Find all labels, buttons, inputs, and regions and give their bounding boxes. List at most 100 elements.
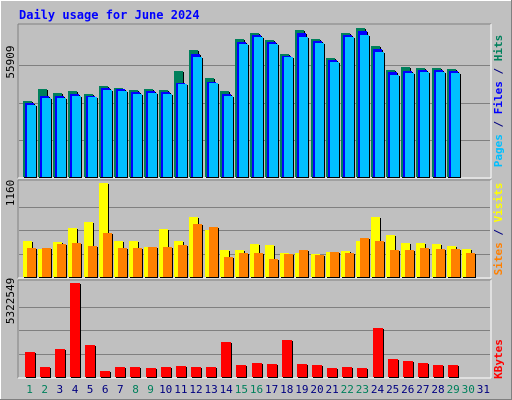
bar-sites-day-15 [239,253,249,278]
bar-kbytes-day-9 [146,368,157,378]
bar-sites-day-26 [405,250,415,278]
legend-kbytes: KBytes [492,339,505,379]
bar-sites-day-23 [360,238,370,278]
bar-pages-day-17 [269,44,279,178]
day-label-16: 16 [250,383,263,396]
bar-sites-day-19 [299,250,309,278]
bar-kbytes-day-11 [176,366,187,378]
bar-kbytes-day-12 [191,367,202,378]
bar-pages-day-22 [345,37,355,178]
day-label-7: 7 [117,383,124,396]
bar-kbytes-day-14 [221,342,232,378]
bar-sites-day-1 [27,248,37,278]
bar-sites-day-25 [390,250,400,278]
bar-kbytes-day-15 [236,365,247,378]
day-label-4: 4 [72,383,79,396]
bar-kbytes-day-13 [206,367,217,378]
bar-sites-day-22 [345,253,355,278]
day-label-25: 25 [386,383,399,396]
legend-part-top-1: / [492,114,505,134]
day-label-29: 29 [447,383,460,396]
bar-sites-day-12 [193,224,203,278]
bar-kbytes-day-26 [403,361,414,378]
bar-sites-day-16 [254,253,264,278]
bar-pages-day-20 [315,43,325,178]
day-label-10: 10 [159,383,172,396]
bar-kbytes-day-20 [312,365,323,378]
day-label-15: 15 [235,383,248,396]
bar-kbytes-day-23 [357,368,368,378]
bar-pages-day-2 [42,98,52,178]
bar-sites-day-10 [163,247,173,278]
bar-sites-day-14 [224,257,234,278]
bar-kbytes-day-28 [433,365,444,378]
bar-sites-day-30 [466,253,476,278]
day-label-20: 20 [310,383,323,396]
bar-pages-day-29 [451,73,461,178]
bar-kbytes-day-19 [297,364,308,378]
bar-pages-day-8 [133,94,143,178]
day-label-17: 17 [265,383,278,396]
bar-kbytes-day-5 [85,345,96,378]
bar-kbytes-day-21 [327,368,338,378]
bar-pages-day-14 [224,96,234,178]
bar-pages-day-10 [163,94,173,178]
day-label-19: 19 [295,383,308,396]
bar-sites-day-29 [451,249,461,278]
bar-pages-day-23 [360,35,370,178]
bars [23,28,476,378]
day-label-1: 1 [26,383,33,396]
day-label-13: 13 [204,383,217,396]
y-max-label-hits: 55909 [4,45,17,78]
bar-sites-day-6 [103,233,113,278]
bar-kbytes-day-27 [418,363,429,378]
y-max-label-kbytes: 5322549 [4,278,17,324]
legend-pages-files-hits: Pages / Files / Hits [492,35,505,168]
bar-pages-day-18 [284,57,294,178]
bar-kbytes-day-1 [25,352,36,378]
bar-pages-day-24 [375,52,385,178]
bar-pages-day-6 [103,90,113,178]
bar-pages-day-9 [148,93,158,178]
day-label-8: 8 [132,383,139,396]
bar-pages-day-25 [390,75,400,178]
bar-sites-day-8 [133,248,143,278]
bar-kbytes-day-17 [267,364,278,378]
bar-sites-day-24 [375,241,385,278]
day-label-31: 31 [477,383,490,396]
day-label-27: 27 [416,383,429,396]
bar-pages-day-19 [299,37,309,178]
bar-pages-day-7 [118,91,128,178]
day-label-28: 28 [431,383,444,396]
bar-sites-day-13 [209,227,219,278]
bar-sites-day-4 [72,243,82,278]
bar-pages-day-3 [57,98,67,178]
bar-kbytes-day-24 [373,328,384,378]
bar-kbytes-day-16 [252,363,263,378]
day-label-5: 5 [87,383,94,396]
bar-pages-day-1 [27,105,37,178]
bar-kbytes-day-7 [115,367,126,378]
day-label-22: 22 [341,383,354,396]
legend-sites-visits: Sites / Visits [492,183,505,276]
chart-title: Daily usage for June 2024 [19,8,200,22]
day-label-9: 9 [147,383,154,396]
bar-pages-day-26 [405,73,415,178]
bar-sites-day-2 [42,248,52,278]
bar-kbytes-day-8 [130,367,141,378]
bar-pages-day-4 [72,96,82,178]
bar-sites-day-5 [88,246,98,278]
bar-pages-day-12 [193,57,203,178]
bar-sites-day-28 [436,249,446,278]
day-label-30: 30 [462,383,475,396]
bar-kbytes-day-3 [55,349,66,378]
bar-sites-day-9 [148,247,158,278]
bar-pages-day-5 [88,97,98,178]
bar-pages-day-28 [436,72,446,178]
legend-part-middle-0: Sites [492,242,505,275]
bar-kbytes-day-4 [70,283,81,378]
day-label-21: 21 [325,383,338,396]
bar-pages-day-16 [254,37,264,178]
legend-part-middle-1: / [492,222,505,242]
